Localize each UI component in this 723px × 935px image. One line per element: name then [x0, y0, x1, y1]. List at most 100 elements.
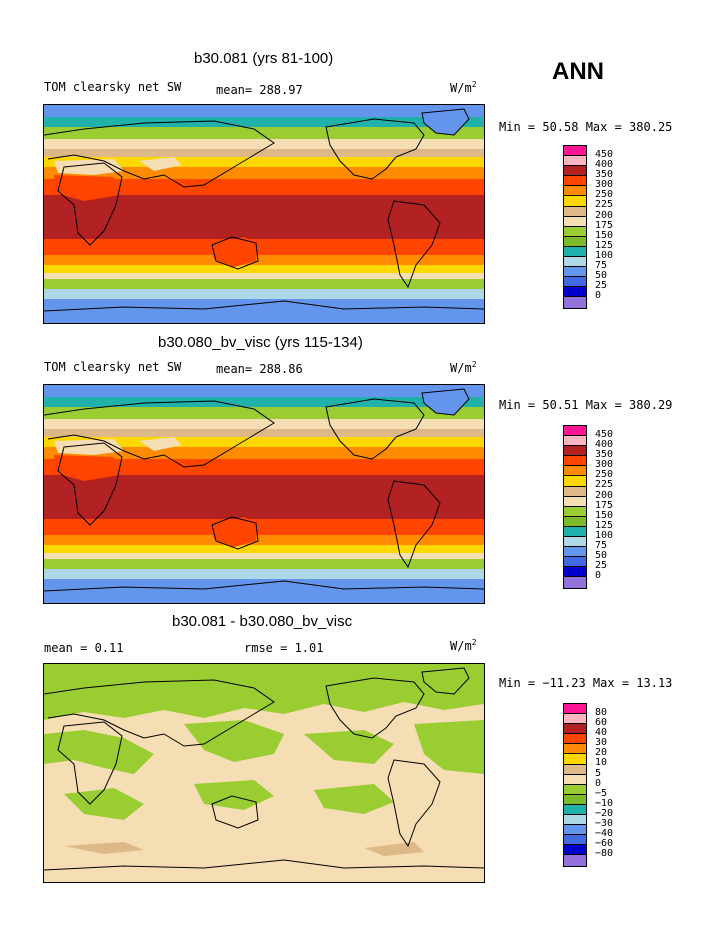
panel-1-units: W/m2: [450, 80, 477, 95]
cbar2-swatch-13: [564, 557, 586, 568]
africa-outline: [57, 442, 123, 526]
cbar1-swatch-15: [564, 297, 586, 308]
cbar3-swatch-11: [564, 815, 586, 826]
diff-green-south-3: [314, 784, 394, 814]
band-n-pale: [44, 139, 484, 149]
cbar2-label-10: 100: [595, 529, 614, 541]
band-n-redorange: [44, 459, 484, 475]
panel-2-map: [43, 384, 485, 604]
cbar1-label-1: 400: [595, 159, 614, 171]
australia-outline: [211, 516, 259, 550]
band-s-redorange: [44, 239, 484, 255]
tibet-pale: [139, 437, 182, 451]
panel-2-units: W/m2: [450, 360, 477, 375]
cbar3-label-11: −30: [595, 818, 614, 830]
panel-2-variable: TOM clearsky net SW: [44, 360, 182, 374]
cbar1-label-9: 125: [595, 239, 614, 251]
band-s-lightblue: [44, 569, 484, 579]
panel-1-map: [43, 104, 485, 324]
cbar1-swatch-2: [564, 166, 586, 177]
cbar3-swatch-1: [564, 714, 586, 725]
cbar2-label-6: 200: [595, 489, 614, 501]
diff-green-south-2: [194, 780, 274, 810]
sahara-pale: [54, 159, 124, 175]
cbar2-swatch-8: [564, 506, 586, 517]
africa-outline: [57, 721, 123, 805]
cbar1-swatch-6: [564, 206, 586, 217]
cbar2-label-11: 75: [595, 540, 608, 552]
cbar3-swatch-2: [564, 724, 586, 735]
cbar1-swatch-0: [564, 146, 586, 157]
australia-outline: [211, 795, 259, 829]
cbar1-label-12: 50: [595, 270, 608, 282]
band-n-yellow: [44, 157, 484, 167]
cbar3-label-0: 80: [595, 707, 608, 718]
panel-1-mean: mean= 288.97: [216, 83, 303, 97]
cbar2-swatch-6: [564, 486, 586, 497]
australia-redorange: [212, 517, 258, 547]
cbar3-swatch-4: [564, 744, 586, 755]
diff-tan-south-2: [364, 842, 424, 856]
cbar3-swatch-5: [564, 754, 586, 765]
panel-2-mean: mean= 288.86: [216, 362, 303, 376]
cbar2-swatch-10: [564, 526, 586, 538]
greenland-outline: [421, 667, 470, 695]
panel-1-minmax: Min = 50.58 Max = 380.25: [499, 120, 673, 134]
cbar3-swatch-7: [564, 774, 586, 785]
cbar2-swatch-5: [564, 476, 586, 487]
eurasia-outline: [44, 400, 275, 468]
panel-3-units: W/m2: [450, 638, 477, 653]
band-n-pale: [44, 419, 484, 429]
diff-tan-south-1: [64, 842, 144, 854]
africa-outline: [57, 162, 123, 246]
cbar1-swatch-3: [564, 176, 586, 187]
cbar1-swatch-11: [564, 257, 586, 268]
band-s-green: [44, 559, 484, 569]
cbar3-label-8: −5: [595, 787, 608, 799]
band-s-green: [44, 279, 484, 289]
band-n-teal: [44, 397, 484, 407]
cbar1-label-7: 175: [595, 219, 614, 231]
cbar1-swatch-13: [564, 277, 586, 288]
cbar3-swatch-10: [564, 804, 586, 816]
panel-2-map-svg: [44, 385, 484, 603]
antarctica-outline: [44, 300, 484, 312]
cbar1-label-5: 225: [595, 199, 614, 211]
sahara-redorange: [54, 455, 120, 481]
diff-green-mid-1: [44, 730, 154, 774]
band-s-pale: [44, 273, 484, 279]
panel-3-map: [43, 663, 485, 883]
cbar1-swatch-4: [564, 186, 586, 197]
australia-redorange: [212, 237, 258, 267]
cbar1-swatch-9: [564, 236, 586, 247]
cbar3-label-7: 0: [595, 777, 602, 789]
cbar3-label-6: 5: [595, 767, 602, 779]
panel-2-colorbar: [563, 425, 587, 589]
cbar1-label-4: 250: [595, 189, 614, 201]
cbar2-label-7: 175: [595, 499, 614, 511]
band-n-tan: [44, 429, 484, 437]
diff-green-south-1: [64, 788, 144, 820]
cbar3-label-2: 40: [595, 727, 608, 739]
cbar1-label-0: 450: [595, 149, 614, 160]
cbar1-label-10: 100: [595, 249, 614, 261]
greenland-outline: [421, 388, 470, 416]
north-america-outline: [325, 677, 425, 739]
cbar1-label-11: 75: [595, 260, 608, 272]
south-america-outline: [387, 200, 441, 289]
panel-3-rmse: rmse = 1.01: [244, 641, 324, 655]
cbar1-label-2: 350: [595, 169, 614, 181]
band-s-yellow: [44, 265, 484, 273]
cbar1-swatch-8: [564, 226, 586, 237]
panel-2-minmax: Min = 50.51 Max = 380.29: [499, 398, 673, 412]
cbar2-label-8: 150: [595, 509, 614, 521]
cbar3-swatch-6: [564, 764, 586, 775]
panel-1-colorbar: [563, 145, 587, 309]
australia-outline: [211, 236, 259, 270]
cbar3-label-5: 10: [595, 757, 608, 769]
season-label: ANN: [552, 58, 604, 85]
band-s-redorange: [44, 519, 484, 535]
panel-3-colorbar: [563, 703, 587, 867]
cbar3-swatch-3: [564, 734, 586, 745]
cbar2-label-5: 225: [595, 479, 614, 491]
